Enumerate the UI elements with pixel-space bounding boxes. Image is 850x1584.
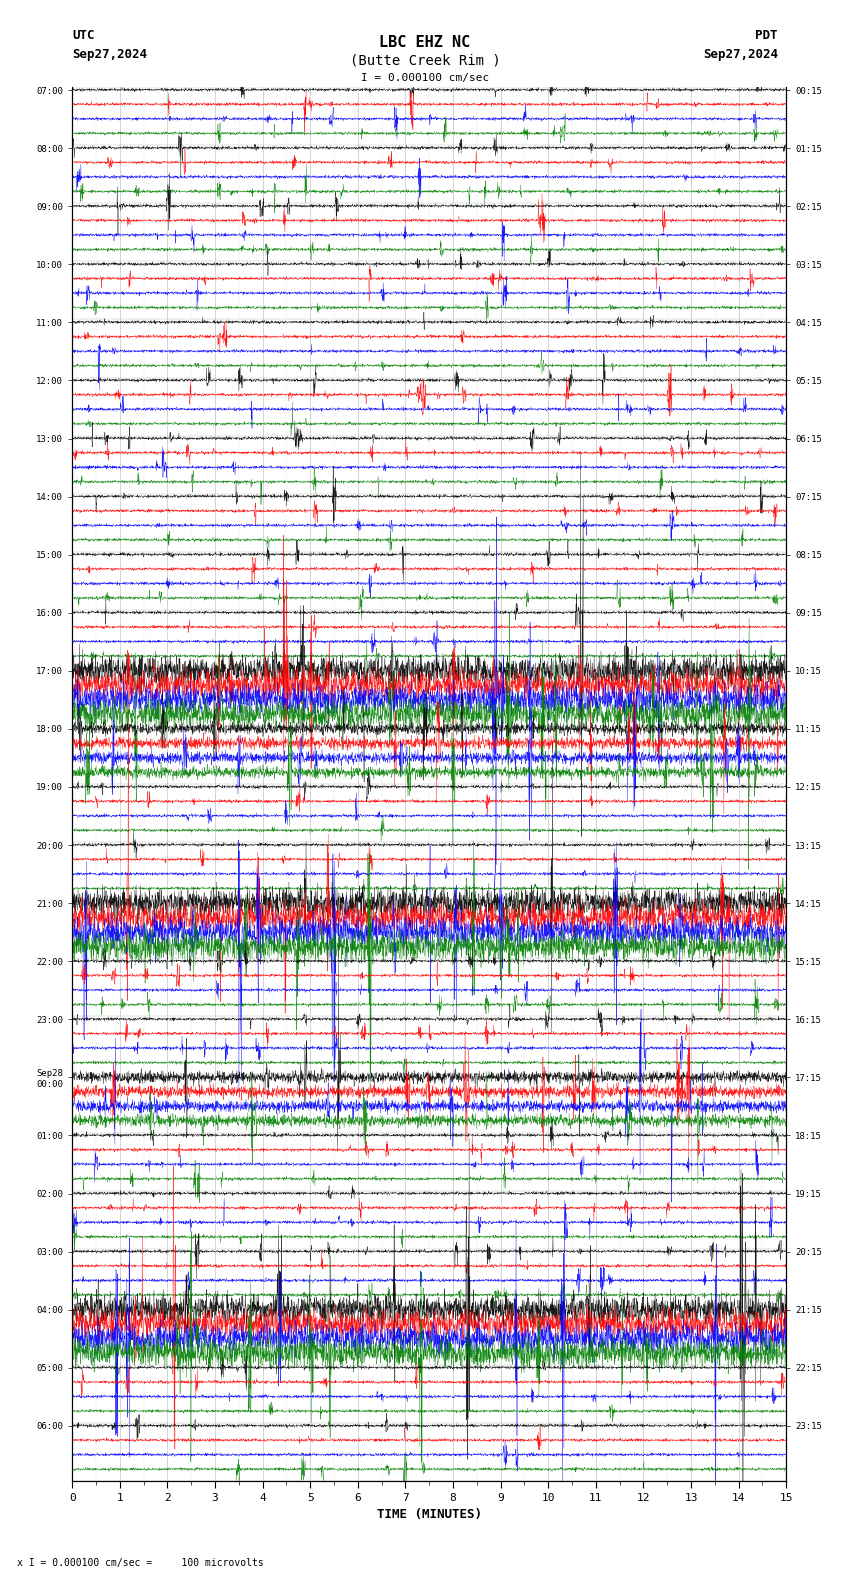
Text: PDT: PDT <box>756 29 778 41</box>
Text: LBC EHZ NC: LBC EHZ NC <box>379 35 471 49</box>
X-axis label: TIME (MINUTES): TIME (MINUTES) <box>377 1508 482 1521</box>
Text: (Butte Creek Rim ): (Butte Creek Rim ) <box>349 54 501 68</box>
Text: x I = 0.000100 cm/sec =     100 microvolts: x I = 0.000100 cm/sec = 100 microvolts <box>17 1559 264 1568</box>
Text: Sep27,2024: Sep27,2024 <box>72 48 147 60</box>
Text: Sep27,2024: Sep27,2024 <box>703 48 778 60</box>
Text: I = 0.000100 cm/sec: I = 0.000100 cm/sec <box>361 73 489 82</box>
Text: UTC: UTC <box>72 29 94 41</box>
